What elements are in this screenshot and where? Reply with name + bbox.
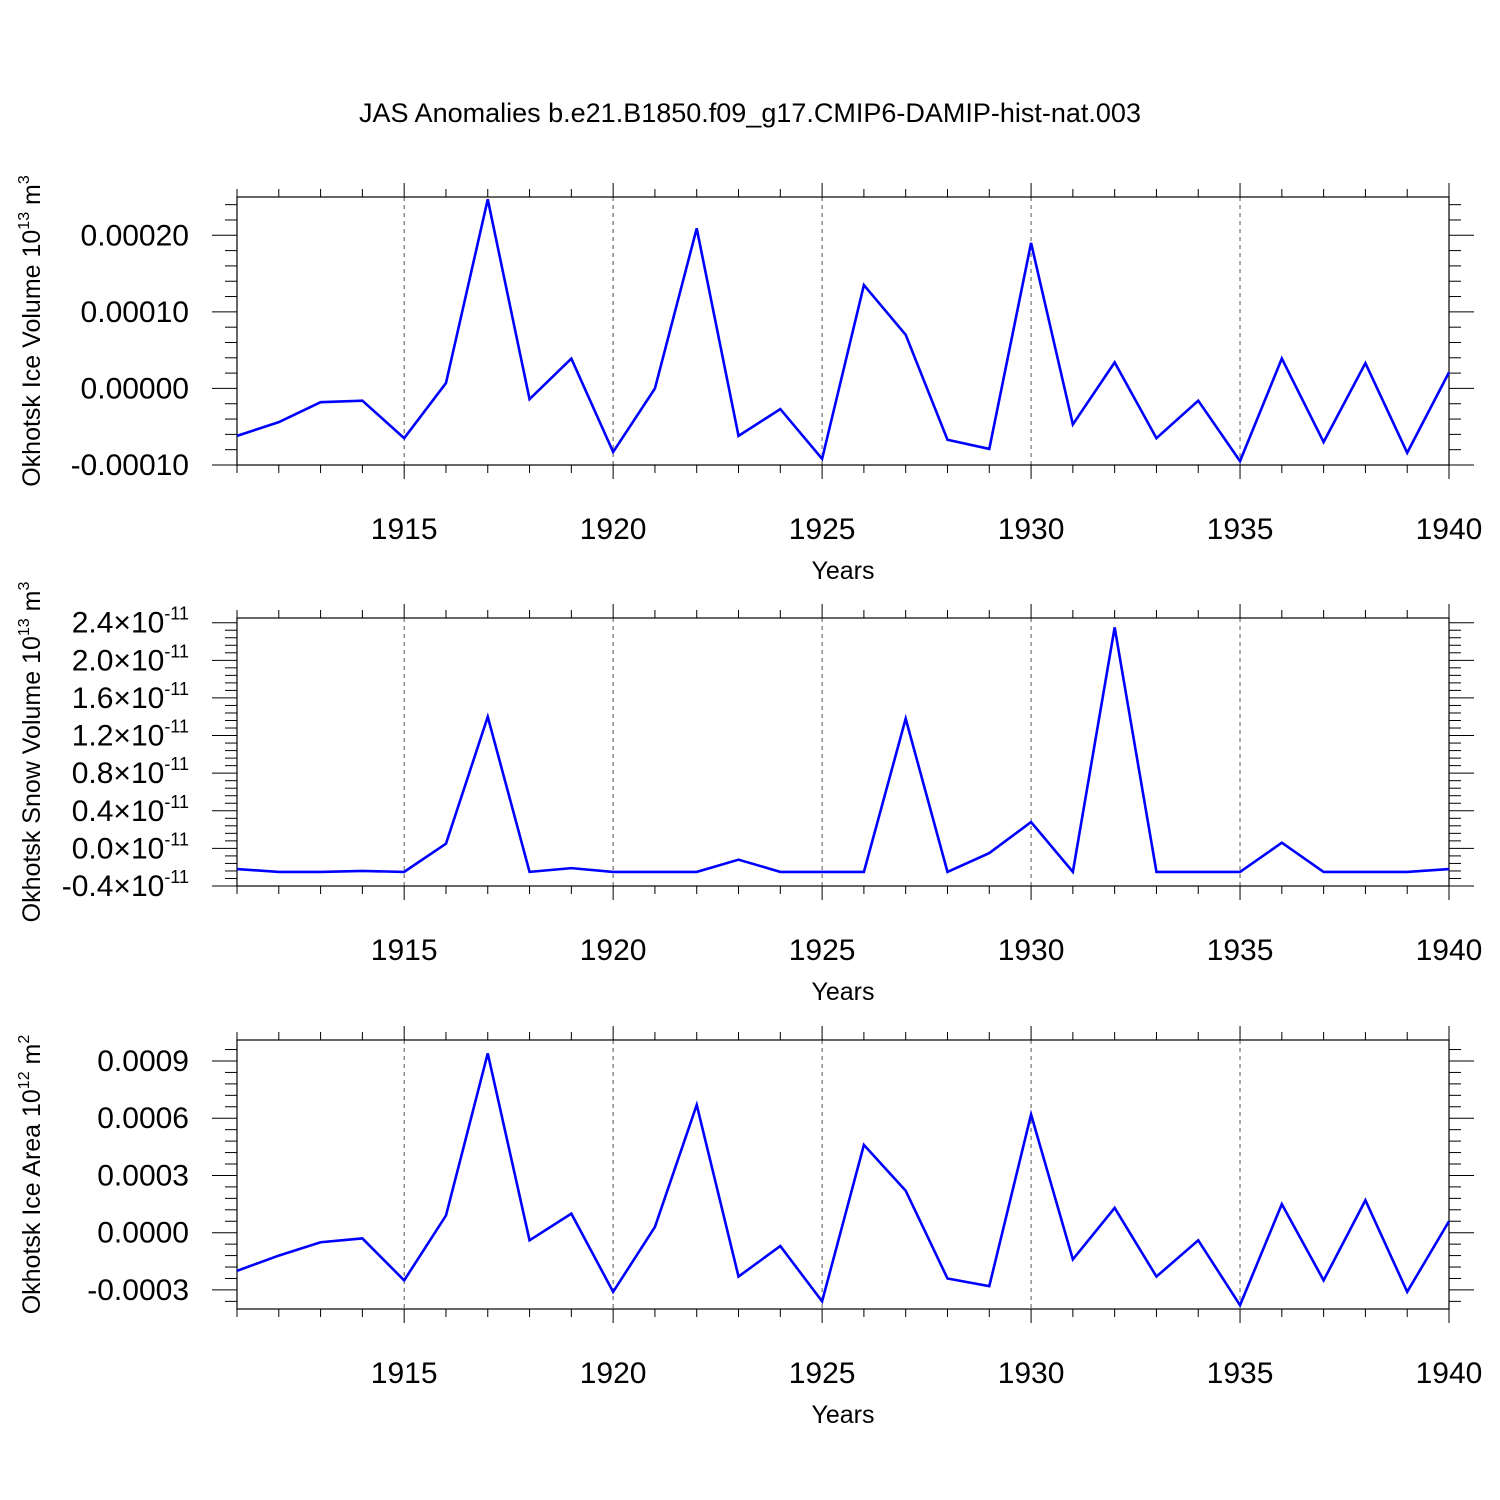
y-tick-label-exponent: -11	[164, 867, 189, 887]
y-axis-label-text: Okhotsk Snow Volume 10	[18, 636, 46, 922]
series-line	[236, 627, 1450, 875]
y-axis-label-text: Okhotsk Ice Area 10	[18, 1089, 46, 1314]
plot-frame	[236, 1039, 1450, 1310]
y-axis-label-unit-exponent: 2	[16, 1035, 33, 1044]
series-line	[236, 1053, 1451, 1308]
y-tick-label-mantissa: 0.4	[72, 795, 114, 828]
y-axis-label: Okhotsk Snow Volume 1013 m3	[16, 582, 46, 923]
y-axis-label-exponent: 13	[16, 618, 33, 636]
y-tick-label-exponent: -11	[164, 641, 189, 661]
y-tick-label: -0.4×10-11	[62, 867, 189, 903]
y-tick-label-mantissa: 0.0	[72, 832, 114, 865]
chart-panel-3: -0.0003 0.0000 0.0003 0.0006 0.0009 1915 1920 1…	[16, 1026, 1482, 1429]
x-tick-label: 1920	[580, 934, 647, 967]
x-axis-label: Years	[811, 557, 874, 585]
x-axis-label: Years	[811, 978, 874, 1006]
y-axis-label-unit-exponent: 3	[16, 582, 33, 591]
y-tick-label: 0.00020	[81, 219, 189, 252]
x-tick-label: 1930	[998, 934, 1065, 967]
y-tick-label-mantissa: 0.8	[72, 757, 114, 790]
y-axis-label-unit: m	[18, 591, 46, 619]
y-tick-label: 0.0003	[97, 1159, 189, 1192]
x-tick-label: 1930	[998, 1357, 1065, 1390]
y-tick-label-exponent: -11	[164, 717, 189, 737]
y-tick-label: 2.0×10-11	[72, 641, 189, 677]
x-tick-label: 1935	[1207, 1357, 1274, 1390]
y-tick-label-exponent: -11	[164, 754, 189, 774]
y-axis-label-unit: m	[18, 184, 46, 212]
y-axis-label-exponent: 13	[16, 212, 33, 230]
x-tick-label: 1920	[580, 513, 647, 546]
x-tick-label: 1935	[1207, 513, 1274, 546]
x-tick-label: 1915	[371, 934, 438, 967]
y-tick-label: 0.0×10-11	[72, 829, 189, 865]
y-tick-label: -0.0003	[87, 1274, 189, 1307]
y-tick-label: 2.4×10-11	[72, 604, 189, 640]
y-tick-label-times: ×10	[113, 795, 164, 828]
y-tick-label-mantissa: 2.0	[72, 644, 114, 677]
y-tick-label: 0.00000	[81, 372, 189, 405]
y-tick-label-times: ×10	[113, 757, 164, 790]
y-axis-label-text: Okhotsk Ice Volume 10	[18, 230, 46, 487]
y-tick-label-exponent: -11	[164, 829, 189, 849]
x-tick-label: 1940	[1416, 934, 1483, 967]
x-tick-label: 1930	[998, 513, 1065, 546]
x-tick-label: 1925	[789, 934, 856, 967]
plot-frame	[236, 196, 1450, 466]
y-tick-label-exponent: -11	[164, 679, 189, 699]
x-axis-label: Years	[811, 1401, 874, 1429]
x-tick-label: 1915	[371, 1357, 438, 1390]
y-tick-label-times: ×10	[113, 832, 164, 865]
y-tick-label-times: ×10	[113, 607, 164, 640]
x-tick-label: 1920	[580, 1357, 647, 1390]
x-tick-label: 1925	[789, 513, 856, 546]
y-tick-label-exponent: -11	[164, 792, 189, 812]
figure-title: JAS Anomalies b.e21.B1850.f09_g17.CMIP6-…	[359, 98, 1141, 128]
series-line	[236, 199, 1451, 464]
y-tick-label: 1.2×10-11	[72, 717, 189, 753]
panels: -0.00010 0.00000 0.00010 0.00020 1915 1920 192…	[16, 175, 1482, 1429]
y-axis-label-unit: m	[18, 1044, 46, 1072]
y-axis-label-unit-exponent: 3	[16, 175, 33, 184]
y-tick-label: 0.0009	[97, 1045, 189, 1078]
y-axis-label-exponent: 12	[16, 1071, 33, 1089]
y-axis-label: Okhotsk Ice Volume 1013 m3	[16, 175, 46, 487]
y-tick-label-mantissa: 2.4	[72, 607, 114, 640]
y-axis-label: Okhotsk Ice Area 1012 m2	[16, 1035, 46, 1315]
chart-panel-2: -0.4×10-110.0×10-110.4×10-110.8×10-111.2…	[16, 582, 1482, 1006]
x-tick-label: 1940	[1416, 1357, 1483, 1390]
y-tick-label: 0.0000	[97, 1217, 189, 1250]
y-tick-label-mantissa: 1.2	[72, 720, 114, 753]
y-tick-label-times: ×10	[113, 870, 164, 903]
y-tick-label: 0.00010	[81, 296, 189, 329]
y-tick-label: -0.00010	[71, 449, 189, 482]
y-tick-label: 0.8×10-11	[72, 754, 189, 790]
chart-panel-1: -0.00010 0.00000 0.00010 0.00020 1915 1920 192…	[16, 175, 1482, 585]
plot-frame	[236, 617, 1450, 887]
y-tick-label-mantissa: -0.4	[62, 870, 114, 903]
x-tick-label: 1935	[1207, 934, 1274, 967]
y-tick-label-exponent: -11	[164, 604, 189, 624]
y-tick-label-mantissa: 1.6	[72, 682, 114, 715]
y-tick-label-times: ×10	[113, 720, 164, 753]
x-tick-label: 1940	[1416, 513, 1483, 546]
y-tick-label: 0.4×10-11	[72, 792, 189, 828]
y-tick-label: 1.6×10-11	[72, 679, 189, 715]
x-tick-label: 1915	[371, 513, 438, 546]
y-tick-label: 0.0006	[97, 1102, 189, 1135]
x-tick-label: 1925	[789, 1357, 856, 1390]
y-tick-label-times: ×10	[113, 644, 164, 677]
y-tick-label-times: ×10	[113, 682, 164, 715]
